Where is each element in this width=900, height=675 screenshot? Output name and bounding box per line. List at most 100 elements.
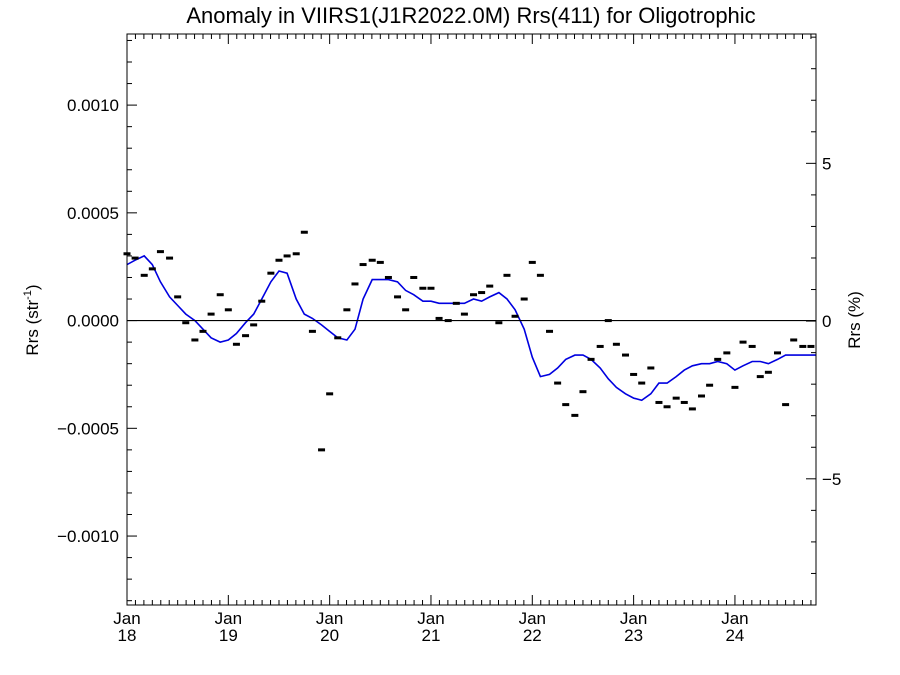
monthly-anomaly-point — [612, 342, 620, 346]
x-tick-label-year: 18 — [118, 626, 137, 645]
monthly-anomaly-point — [688, 407, 696, 411]
monthly-anomaly-point — [384, 275, 392, 279]
monthly-anomaly-point — [224, 308, 232, 312]
monthly-anomaly-point — [698, 394, 706, 398]
monthly-anomaly-point — [495, 321, 503, 325]
monthly-anomaly-point — [258, 299, 266, 303]
monthly-anomaly-point — [182, 321, 190, 325]
y-right-tick-label: 0 — [822, 312, 831, 331]
x-tick-label-month: Jan — [417, 609, 444, 628]
x-tick-label-year: 20 — [320, 626, 339, 645]
plot-frame — [126, 33, 817, 606]
monthly-anomaly-point — [410, 275, 418, 279]
monthly-anomaly-point — [799, 344, 807, 348]
monthly-anomaly-point — [207, 312, 215, 316]
monthly-anomaly-point — [807, 344, 815, 348]
monthly-anomaly-point — [131, 256, 139, 260]
monthly-anomaly-point — [376, 260, 384, 264]
monthly-anomaly-point — [647, 366, 655, 370]
y-left-tick-label: −0.0010 — [57, 527, 119, 546]
monthly-anomaly-point — [343, 308, 351, 312]
monthly-anomaly-point — [148, 267, 156, 271]
x-tick-label-year: 21 — [422, 626, 441, 645]
monthly-anomaly-point — [359, 263, 367, 267]
x-tick-label-month: Jan — [316, 609, 343, 628]
x-tick-label-month: Jan — [519, 609, 546, 628]
monthly-anomaly-point — [655, 400, 663, 404]
x-tick-label-year: 19 — [219, 626, 238, 645]
chart-title: Anomaly in VIIRS1(J1R2022.0M) Rrs(411) f… — [186, 3, 755, 28]
monthly-anomaly-point — [764, 370, 772, 374]
monthly-anomaly-point — [714, 357, 722, 361]
x-tick-label-year: 22 — [523, 626, 542, 645]
y-left-tick-label: 0.0005 — [67, 204, 119, 223]
monthly-anomaly-point — [672, 396, 680, 400]
monthly-anomaly-point — [748, 344, 756, 348]
monthly-anomaly-point — [680, 400, 688, 404]
monthly-anomaly-point — [460, 312, 468, 316]
monthly-anomaly-point — [562, 403, 570, 407]
y-right-tick-label: 5 — [822, 154, 831, 173]
monthly-anomaly-point — [663, 405, 671, 409]
monthly-anomaly-point — [191, 338, 199, 342]
monthly-anomaly-point — [723, 351, 731, 355]
monthly-anomaly-point — [216, 293, 224, 297]
smoothed-anomaly-line — [126, 254, 816, 402]
x-tick-label-year: 24 — [725, 626, 744, 645]
monthly-anomaly-point — [630, 372, 638, 376]
monthly-anomaly-point — [587, 357, 595, 361]
monthly-anomaly-point — [503, 273, 511, 277]
x-tick-label-month: Jan — [721, 609, 748, 628]
monthly-anomaly-point — [528, 260, 536, 264]
y-axis-left-title: Rrs (str-1) — [22, 284, 42, 355]
x-tick-label-year: 23 — [624, 626, 643, 645]
y-axis-left-title-end: ) — [23, 284, 42, 290]
x-tick-label-month: Jan — [113, 609, 140, 628]
monthly-anomaly-point — [782, 403, 790, 407]
monthly-anomaly-point — [452, 301, 460, 305]
monthly-anomaly-point — [756, 375, 764, 379]
x-tick-label-month: Jan — [620, 609, 647, 628]
monthly-anomaly-point — [232, 342, 240, 346]
monthly-anomaly-point — [283, 254, 291, 258]
monthly-anomaly-point — [174, 295, 182, 299]
monthly-anomaly-point — [427, 286, 435, 290]
monthly-anomaly-point — [250, 323, 258, 327]
monthly-anomaly-point — [638, 381, 646, 385]
y-left-tick-label: 0.0010 — [67, 96, 119, 115]
monthly-anomaly-point — [292, 252, 300, 256]
monthly-anomaly-point — [773, 351, 781, 355]
monthly-anomaly-point — [520, 297, 528, 301]
y-left-tick-label: −0.0005 — [57, 419, 119, 438]
monthly-anomaly-point — [334, 336, 342, 340]
monthly-anomaly-point — [140, 273, 148, 277]
monthly-anomaly-point — [536, 273, 544, 277]
monthly-anomaly-point — [470, 293, 478, 297]
monthly-anomaly-point — [511, 314, 519, 318]
monthly-anomaly-point — [790, 338, 798, 342]
monthly-anomaly-point — [571, 413, 579, 417]
monthly-anomaly-point — [242, 334, 250, 338]
monthly-anomaly-point — [156, 250, 164, 254]
monthly-anomaly-point — [368, 258, 376, 262]
monthly-anomaly-point — [419, 286, 427, 290]
y-axis-left-title-sup: -1 — [22, 290, 34, 300]
monthly-anomaly-point — [300, 230, 308, 234]
monthly-anomaly-point — [326, 392, 334, 396]
data-layer — [123, 230, 816, 452]
monthly-anomaly-point — [731, 385, 739, 389]
monthly-anomaly-point — [706, 383, 714, 387]
monthly-anomaly-point — [739, 340, 747, 344]
monthly-anomaly-point — [622, 353, 630, 357]
y-left-tick-label: 0.0000 — [67, 312, 119, 331]
x-tick-label-month: Jan — [215, 609, 242, 628]
monthly-anomaly-point — [308, 329, 316, 333]
monthly-anomaly-point — [554, 381, 562, 385]
y-right-tick-label: −5 — [822, 470, 841, 489]
monthly-anomaly-point — [435, 316, 443, 320]
monthly-anomaly-point — [394, 295, 402, 299]
monthly-anomaly-point — [199, 329, 207, 333]
y-axis-right-title: Rrs (%) — [845, 291, 864, 349]
monthly-anomaly-point — [486, 284, 494, 288]
